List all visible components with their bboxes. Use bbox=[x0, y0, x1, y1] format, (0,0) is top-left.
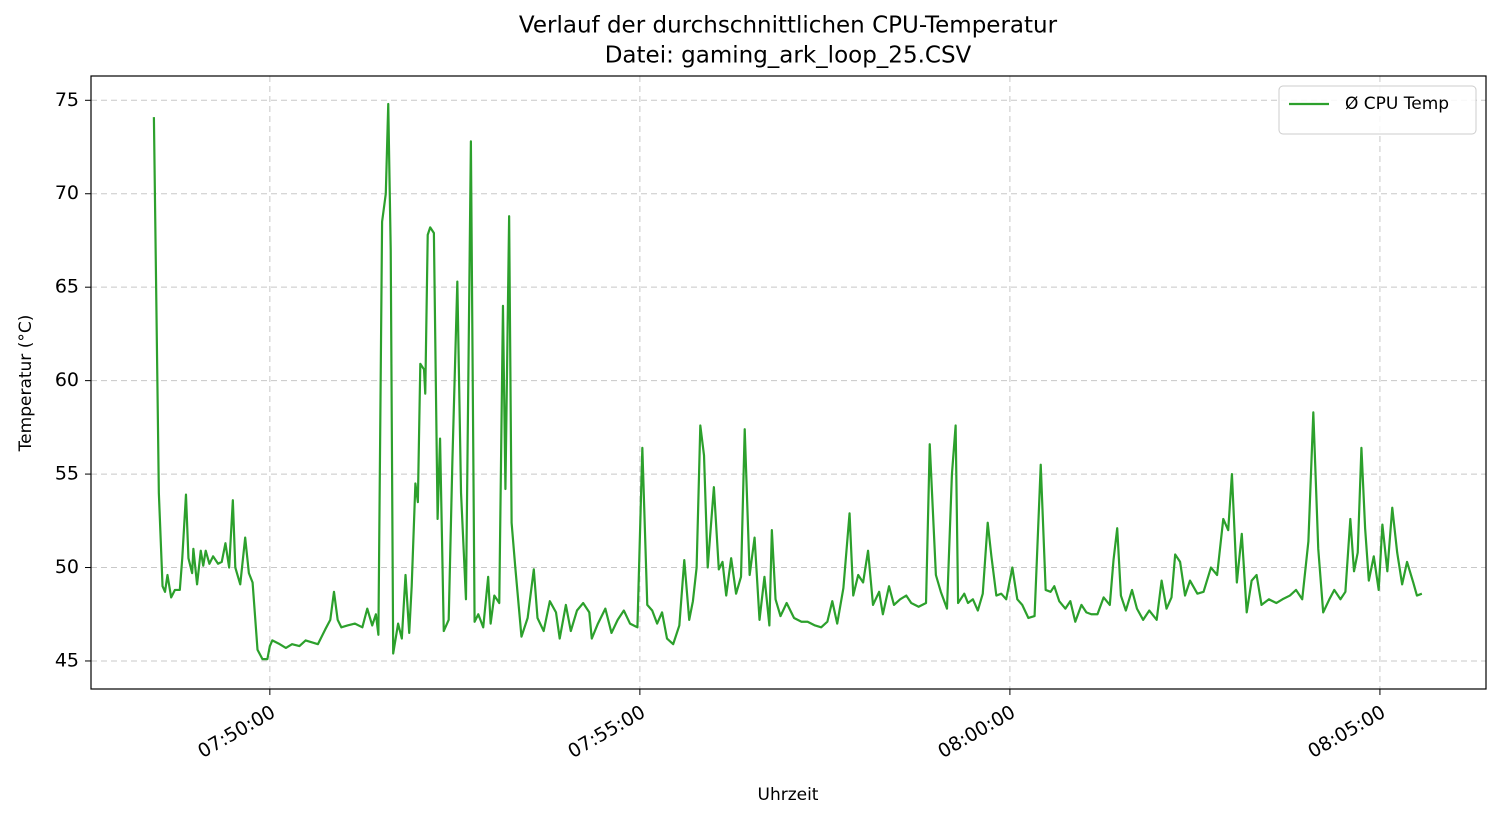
plot-frame bbox=[90, 75, 1487, 690]
x-axis-label: Uhrzeit bbox=[758, 785, 819, 805]
legend: Ø CPU Temp bbox=[1278, 85, 1477, 135]
x-tick-label: 07:50:00 bbox=[194, 701, 279, 763]
legend-box bbox=[1278, 85, 1477, 135]
y-tick-label: 60 bbox=[55, 369, 79, 391]
legend-label: Ø CPU Temp bbox=[1345, 94, 1449, 114]
y-tick-label: 65 bbox=[55, 276, 79, 298]
data-line bbox=[152, 102, 1423, 661]
x-tick-label: 08:00:00 bbox=[934, 701, 1019, 763]
y-tick-label: 55 bbox=[55, 463, 79, 485]
x-tick-label: 07:55:00 bbox=[564, 701, 649, 763]
y-tick-label: 50 bbox=[55, 556, 79, 578]
chart-subtitle: Datei: gaming_ark_loop_25.CSV bbox=[605, 43, 972, 69]
x-tick-label: 08:05:00 bbox=[1304, 701, 1389, 763]
y-tick-label: 75 bbox=[55, 89, 79, 111]
y-axis-label: Temperatur (°C) bbox=[16, 315, 36, 453]
y-tick-label: 45 bbox=[55, 649, 79, 671]
chart-title: Verlauf der durchschnittlichen CPU-Tempe… bbox=[519, 13, 1058, 39]
y-tick-label: 70 bbox=[55, 182, 79, 204]
